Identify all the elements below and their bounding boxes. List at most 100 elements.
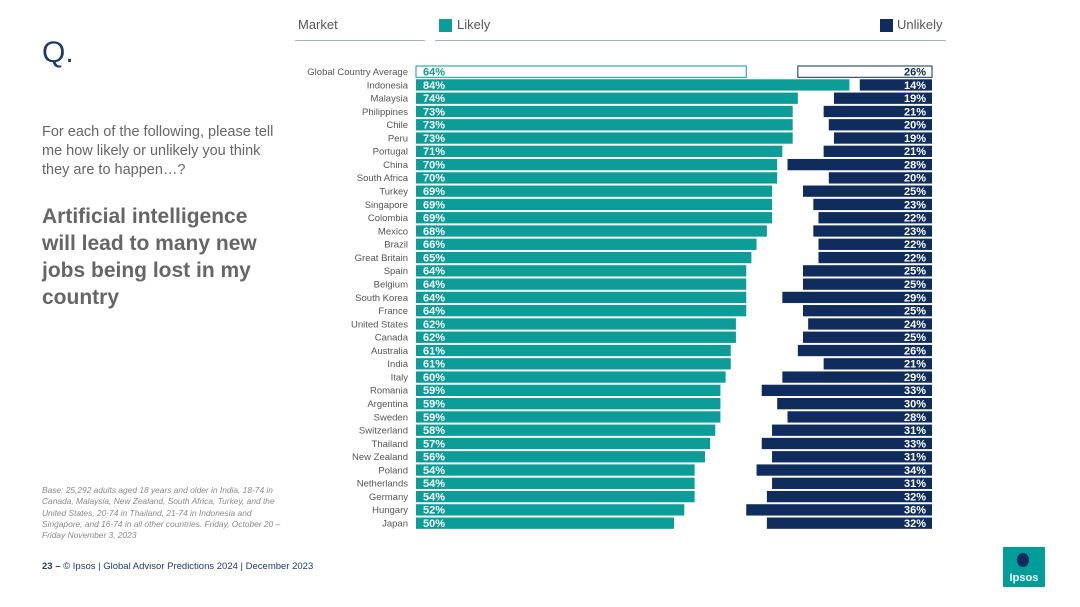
likely-value-label: 69% <box>423 213 445 225</box>
likely-bar <box>416 331 736 343</box>
likely-value-label: 61% <box>423 345 445 357</box>
likely-value-label: 52% <box>423 505 445 517</box>
unlikely-value-label: 22% <box>904 239 926 251</box>
likely-value-label: 59% <box>423 412 445 424</box>
unlikely-value-label: 30% <box>904 399 926 411</box>
likely-bar <box>416 265 747 277</box>
category-label: South Korea <box>355 293 409 304</box>
likely-value-label: 62% <box>423 332 445 344</box>
likely-value-label: 74% <box>423 93 445 105</box>
category-label: Mexico <box>378 226 408 237</box>
unlikely-value-label: 32% <box>904 518 926 530</box>
category-label: Japan <box>382 519 408 530</box>
unlikely-bar <box>766 517 932 529</box>
question-marker: Q. <box>42 36 74 69</box>
base-note: Base: 25,292 adults aged 18 years and ol… <box>42 485 281 541</box>
footer-text: © Ipsos | Global Advisor Predictions 202… <box>63 561 314 572</box>
unlikely-bar <box>818 212 932 224</box>
category-label: Argentina <box>367 399 408 410</box>
likely-bar <box>416 477 695 489</box>
footer: 23 – © Ipsos | Global Advisor Prediction… <box>42 561 313 572</box>
category-label: Brazil <box>384 240 408 251</box>
category-label: Philippines <box>362 107 408 118</box>
likely-value-label: 62% <box>423 319 445 331</box>
unlikely-bar <box>823 105 932 118</box>
unlikely-bar <box>803 278 932 290</box>
category-label: Peru <box>388 133 408 144</box>
category-label: Australia <box>371 346 409 357</box>
category-label: Chile <box>386 120 408 131</box>
header-market-rule <box>295 40 425 41</box>
unlikely-bar <box>823 145 932 157</box>
unlikely-bar <box>803 305 932 317</box>
question-text: For each of the following, please tell m… <box>42 124 274 178</box>
ipsos-logo: Ipsos <box>1003 547 1045 587</box>
unlikely-value-label: 29% <box>904 292 926 304</box>
unlikely-value-label: 28% <box>904 159 926 171</box>
likely-bar <box>416 185 773 197</box>
logo-text: Ipsos <box>1009 572 1039 584</box>
likely-bar <box>416 490 695 503</box>
category-label: Poland <box>378 465 408 476</box>
category-label: Switzerland <box>359 426 408 437</box>
likely-bar <box>416 132 793 144</box>
unlikely-value-label: 24% <box>904 319 926 331</box>
likely-bar <box>416 398 721 410</box>
likely-bar <box>416 251 752 264</box>
likely-bar <box>416 358 731 370</box>
category-label: Singapore <box>365 200 408 211</box>
unlikely-value-label: 19% <box>904 93 926 105</box>
likely-value-label: 50% <box>423 518 445 530</box>
likely-bar <box>416 105 793 118</box>
likely-bar <box>416 305 747 317</box>
unlikely-value-label: 25% <box>904 266 926 278</box>
likely-bar <box>416 172 778 184</box>
likely-bar <box>416 79 850 91</box>
unlikely-value-label: 33% <box>904 385 926 397</box>
unlikely-value-label: 23% <box>904 226 926 238</box>
likely-value-label: 64% <box>423 306 445 318</box>
likely-bar <box>416 291 747 304</box>
likely-value-label: 60% <box>423 372 445 384</box>
unlikely-value-label: 26% <box>904 67 926 79</box>
unlikely-value-label: 22% <box>904 213 926 225</box>
category-label: Germany <box>369 492 408 503</box>
category-label: Romania <box>370 386 409 397</box>
category-label: China <box>383 160 409 171</box>
likely-value-label: 69% <box>423 186 445 198</box>
unlikely-value-label: 14% <box>904 80 926 92</box>
unlikely-value-label: 21% <box>904 106 926 118</box>
likely-value-label: 71% <box>423 146 445 158</box>
likely-value-label: 64% <box>423 67 445 79</box>
unlikely-bar <box>772 424 932 436</box>
category-label: Portugal <box>373 147 408 158</box>
unlikely-bar <box>803 331 932 343</box>
unlikely-value-label: 29% <box>904 372 926 384</box>
category-label: South Africa <box>357 173 409 184</box>
category-label: Turkey <box>379 187 408 198</box>
unlikely-bar <box>772 451 932 463</box>
likely-bar <box>416 145 783 157</box>
likely-value-label: 84% <box>423 80 445 92</box>
unlikely-bar <box>813 198 932 211</box>
category-label: United States <box>351 319 408 330</box>
likely-bar <box>416 517 674 529</box>
likely-value-label: 73% <box>423 106 445 118</box>
likely-value-label: 61% <box>423 359 445 371</box>
likely-value-label: 70% <box>423 159 445 171</box>
unlikely-bar <box>808 318 932 330</box>
statement-text: Artificial intelligence will lead to man… <box>42 205 257 309</box>
likely-bar <box>415 65 747 78</box>
likely-bar <box>416 318 736 330</box>
likely-value-label: 64% <box>423 266 445 278</box>
likely-bar <box>416 344 731 357</box>
category-label: Belgium <box>374 279 408 290</box>
unlikely-value-label: 19% <box>904 133 926 145</box>
legend-unlikely-swatch <box>880 19 893 32</box>
likely-bar <box>416 212 773 224</box>
likely-value-label: 69% <box>423 199 445 211</box>
category-label: India <box>387 359 408 370</box>
category-label: New Zealand <box>352 452 408 463</box>
unlikely-bar <box>787 158 932 171</box>
likely-bar <box>416 504 685 516</box>
